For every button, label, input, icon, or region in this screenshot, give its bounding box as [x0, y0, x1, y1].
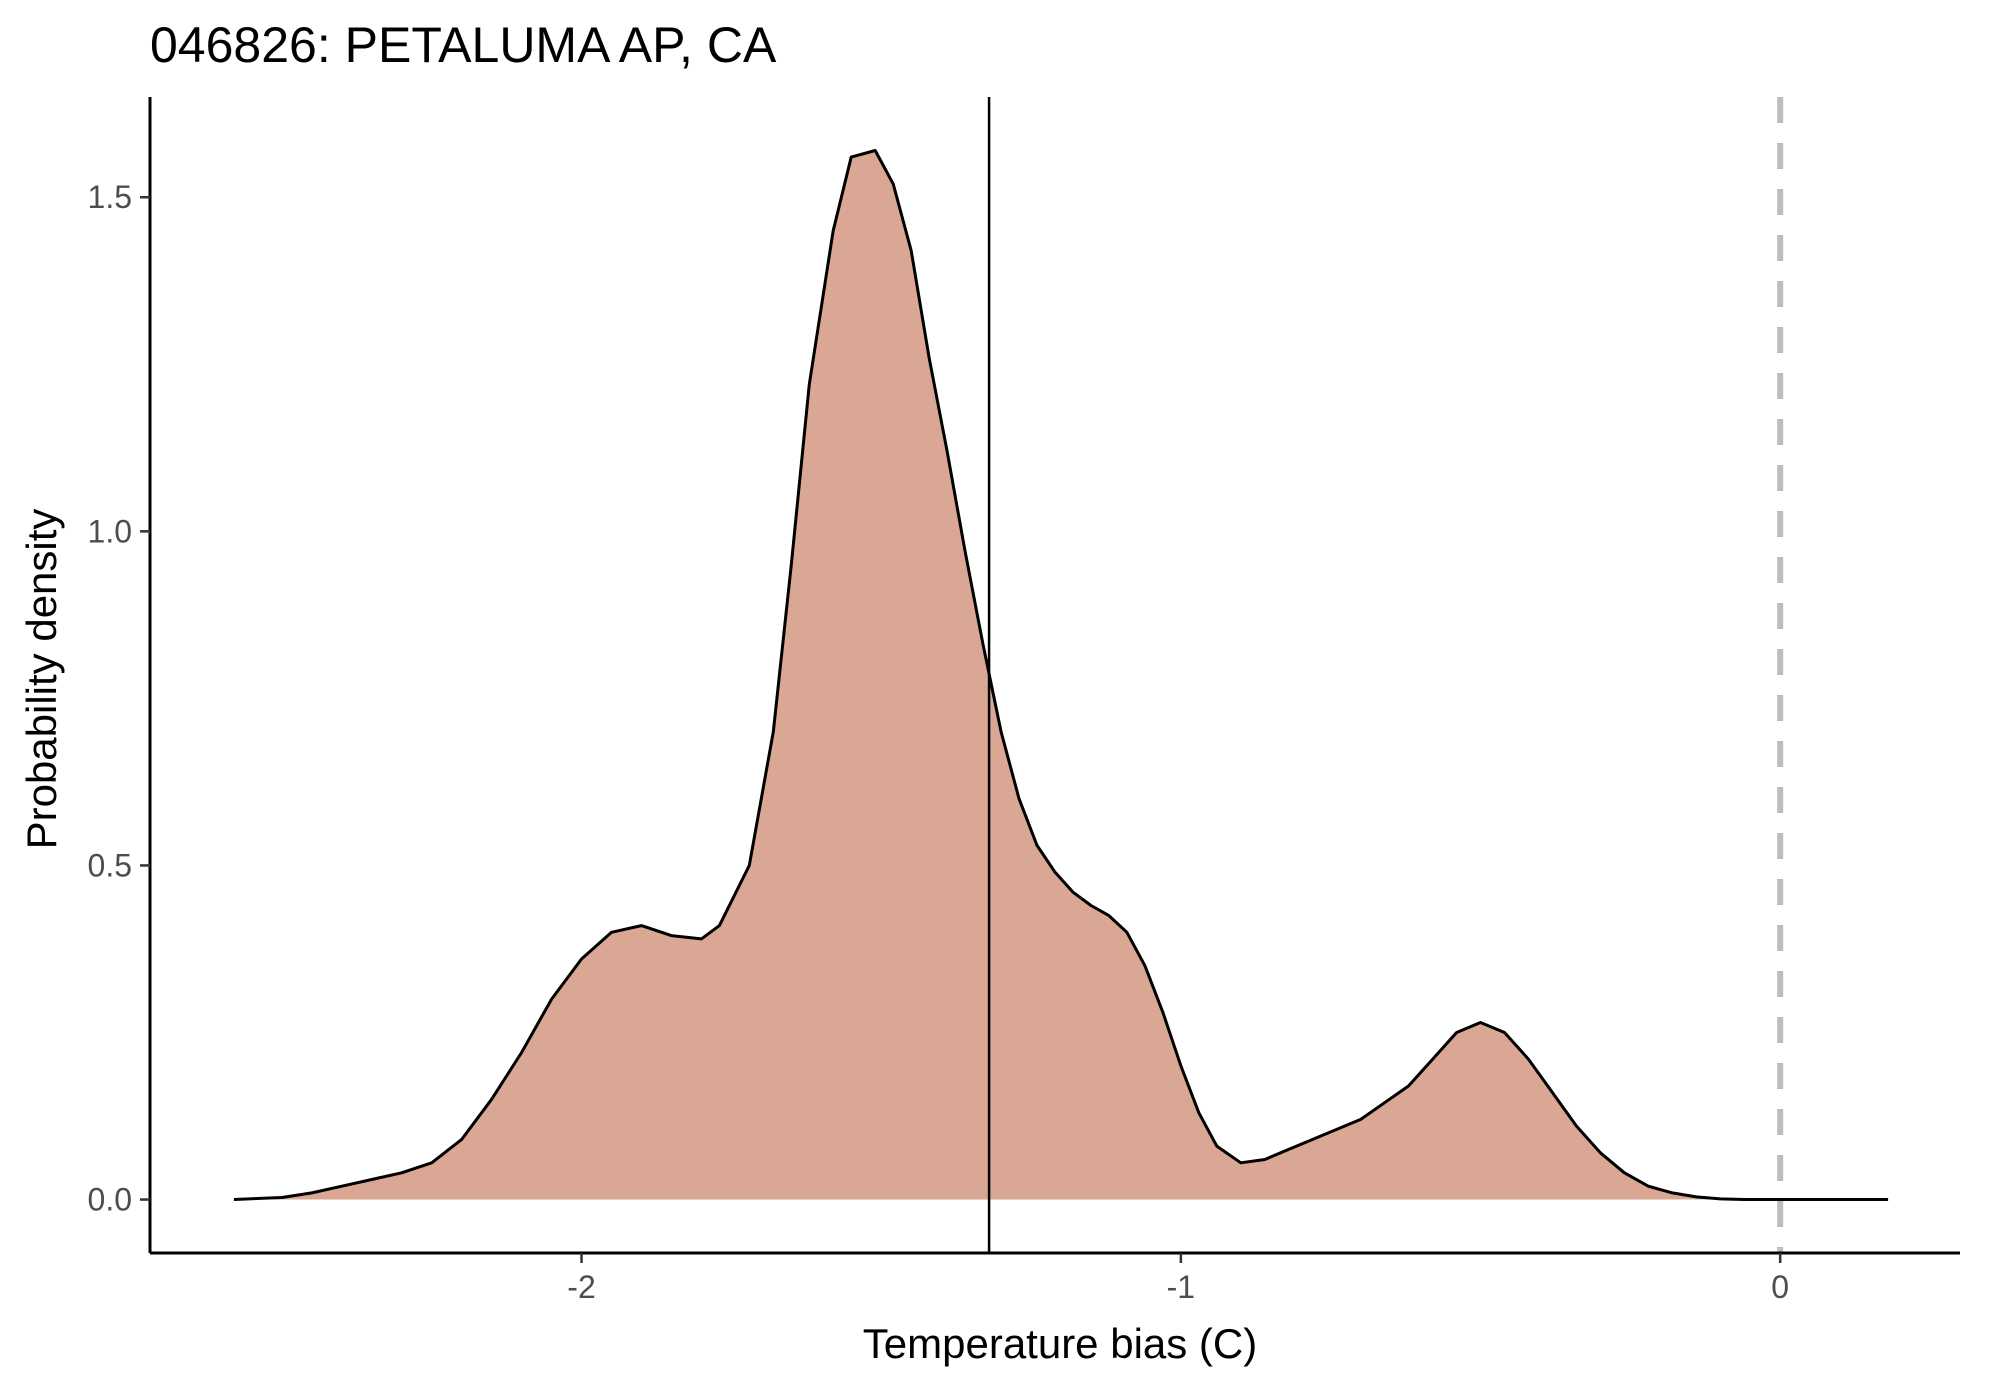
y-tick-label: 0.0 — [88, 1182, 132, 1218]
y-tick-label: 1.5 — [88, 179, 132, 215]
x-tick-label: -1 — [1167, 1269, 1195, 1305]
density-area — [233, 150, 1889, 1200]
density-curve — [233, 149, 1889, 1201]
x-tick-label: -2 — [567, 1269, 595, 1305]
y-tick-label: 1.0 — [88, 513, 132, 549]
y-tick-label: 0.5 — [88, 847, 132, 883]
axis-ticks: -2 -1 0 0.0 0.5 1.0 1.5 — [88, 179, 1790, 1305]
axes — [148, 97, 1960, 1255]
x-axis-title: Temperature bias (C) — [863, 1320, 1257, 1367]
plot-area — [233, 97, 1889, 1253]
chart-title: 046826: PETALUMA AP, CA — [150, 17, 777, 73]
y-axis-title: Probability density — [18, 509, 65, 850]
x-tick-label: 0 — [1771, 1269, 1789, 1305]
